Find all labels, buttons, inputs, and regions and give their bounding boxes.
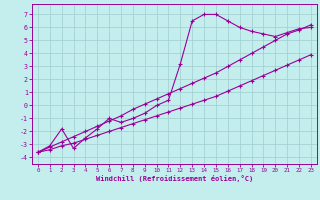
X-axis label: Windchill (Refroidissement éolien,°C): Windchill (Refroidissement éolien,°C) [96,175,253,182]
